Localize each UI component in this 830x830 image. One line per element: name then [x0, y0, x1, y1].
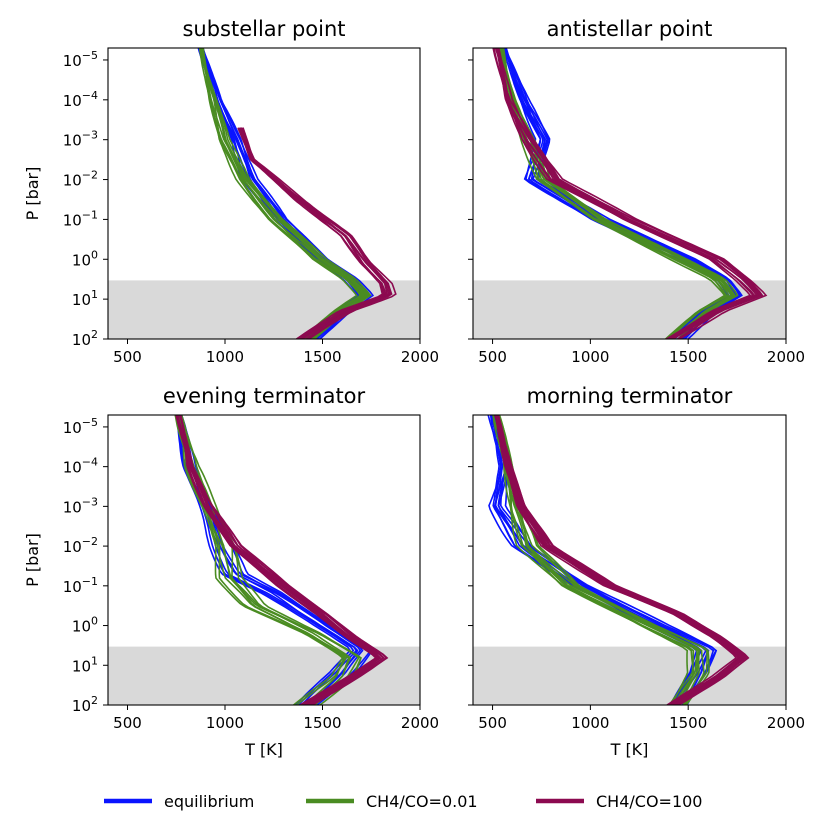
y-axis-label: P [bar]	[23, 167, 42, 221]
panel-title: antistellar point	[547, 17, 713, 41]
legend-item-equilibrium: equilibrium	[104, 792, 254, 811]
profile-line-ch4_co_100	[495, 415, 747, 705]
y-tick-label: 100	[72, 615, 98, 636]
profile-line-ch4_co_100	[239, 127, 397, 339]
panel-title: evening terminator	[163, 384, 366, 408]
x-tick-label: 500	[478, 714, 507, 732]
panel-title: substellar point	[182, 17, 345, 41]
axes-frame	[472, 47, 787, 340]
x-axis-label: T [K]	[610, 740, 649, 759]
x-tick-label: 1500	[303, 714, 341, 732]
y-tick-label: 10−5	[63, 416, 98, 437]
profile-lines	[492, 48, 768, 339]
profile-line-ch4_co_001	[200, 48, 366, 339]
profile-line-ch4_co_100	[495, 415, 749, 705]
y-tick-label: 10−3	[63, 129, 98, 150]
deep-region-shade	[473, 280, 786, 339]
panel-0: 500 1000 1500 2000 10−5 10−4 10−3 10−2 10−1 100 10…	[23, 17, 439, 366]
y-tick-label: 101	[72, 654, 98, 675]
panel-title: morning terminator	[527, 384, 733, 408]
profile-line-ch4_co_100	[497, 48, 764, 339]
y-tick-label: 100	[72, 248, 98, 269]
profile-line-ch4_co_100	[178, 415, 389, 705]
profile-line-equilibrium	[179, 415, 374, 705]
y-tick-label: 101	[72, 288, 98, 309]
x-tick-label: 1500	[669, 348, 707, 366]
x-axis-label: T [K]	[244, 740, 283, 759]
profile-line-ch4_co_100	[496, 48, 768, 339]
y-tick-label: 10−2	[63, 169, 98, 190]
x-tick-label: 1000	[571, 714, 609, 732]
x-tick-label: 2000	[401, 714, 439, 732]
profile-line-ch4_co_100	[494, 415, 738, 705]
y-tick-label: 102	[72, 328, 98, 349]
x-tick-label: 500	[478, 348, 507, 366]
panel-3: 500 1000 1500 2000 morning terminator T [K]	[468, 384, 805, 759]
deep-region-shade	[108, 280, 420, 339]
profile-line-ch4_co_001	[177, 415, 344, 705]
x-tick-label: 2000	[401, 348, 439, 366]
y-tick-label: 10−2	[63, 535, 98, 556]
y-tick-label: 10−5	[63, 49, 98, 70]
x-tick-label: 2000	[767, 714, 805, 732]
profile-line-ch4_co_001	[177, 415, 362, 705]
profile-line-ch4_co_100	[496, 48, 760, 339]
profile-line-ch4_co_001	[202, 48, 372, 339]
y-axis-label: P [bar]	[23, 533, 42, 587]
profile-line-ch4_co_100	[242, 127, 393, 339]
legend-item-ch4_co_001: CH4/CO=0.01	[306, 792, 478, 811]
y-tick-label: 102	[72, 694, 98, 715]
panel-1: 500 1000 1500 2000 antistellar point	[468, 17, 805, 366]
x-tick-label: 500	[113, 714, 142, 732]
legend-item-ch4_co_100: CH4/CO=100	[536, 792, 702, 811]
axes-frame	[107, 47, 421, 340]
profile-line-ch4_co_001	[502, 48, 739, 339]
profile-line-equilibrium	[201, 48, 375, 339]
profile-line-ch4_co_100	[496, 48, 758, 339]
x-tick-label: 1000	[206, 714, 244, 732]
profile-lines	[174, 415, 389, 705]
panels: 500 1000 1500 2000 10−5 10−4 10−3 10−2 10−1 100 10…	[23, 17, 805, 759]
profile-lines	[487, 415, 750, 705]
x-tick-label: 1000	[571, 348, 609, 366]
x-tick-label: 1500	[303, 348, 341, 366]
profile-lines	[197, 48, 397, 339]
legend-label: equilibrium	[164, 792, 254, 811]
y-tick-label: 10−4	[63, 89, 98, 110]
x-tick-label: 1000	[206, 348, 244, 366]
profile-line-equilibrium	[504, 48, 737, 339]
y-tick-label: 10−4	[63, 456, 98, 477]
legend-label: CH4/CO=0.01	[366, 792, 478, 811]
legend: equilibrium CH4/CO=0.01 CH4/CO=100	[104, 792, 702, 811]
y-tick-label: 10−3	[63, 495, 98, 516]
panel-2: 500 1000 1500 2000 10−5 10−4 10−3 10−2 10−1 100 10…	[23, 384, 439, 759]
x-tick-label: 500	[113, 348, 142, 366]
legend-label: CH4/CO=100	[596, 792, 702, 811]
x-tick-label: 1500	[669, 714, 707, 732]
y-tick-label: 10−1	[63, 208, 98, 229]
axes-frame	[472, 414, 787, 706]
y-tick-label: 10−1	[63, 575, 98, 596]
axes-frame	[107, 414, 421, 706]
x-tick-label: 2000	[767, 348, 805, 366]
